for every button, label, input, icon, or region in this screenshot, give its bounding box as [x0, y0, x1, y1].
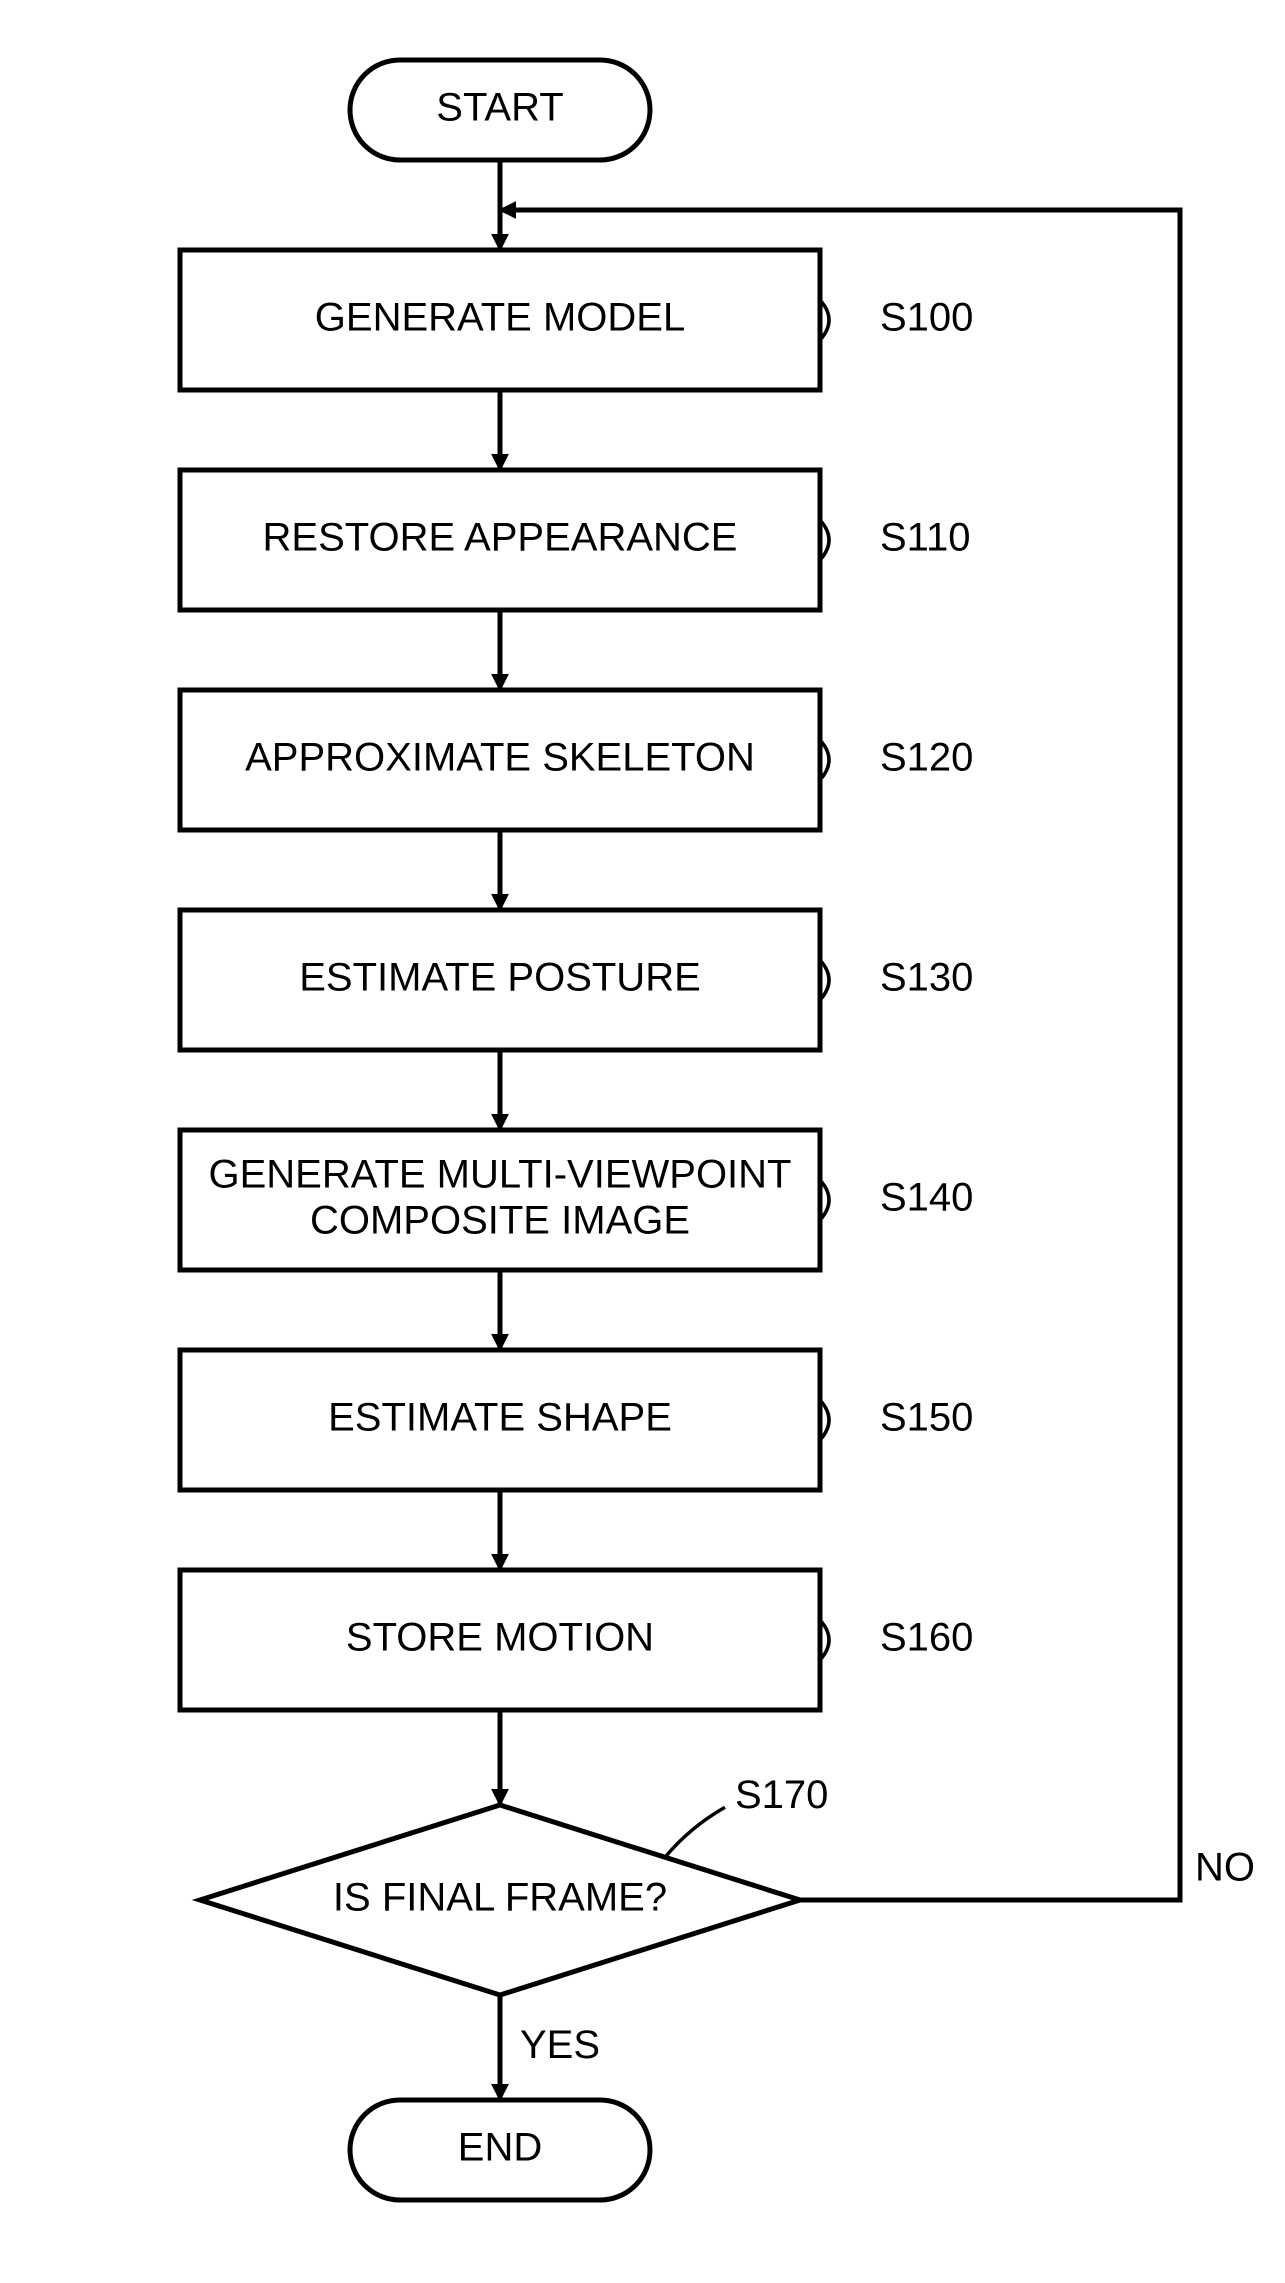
- process-s110-text-0: RESTORE APPEARANCE: [263, 516, 738, 560]
- step-label-s140: S140: [880, 1176, 973, 1220]
- step-label-s130: S130: [880, 956, 973, 1000]
- process-s140-text-1: COMPOSITE IMAGE: [310, 1199, 690, 1243]
- process-s130-text-0: ESTIMATE POSTURE: [299, 956, 701, 1000]
- flowchart: START GENERATE MODEL S100 RESTORE APPEARANC…: [0, 0, 1285, 2283]
- process-s140-text-0: GENERATE MULTI-VIEWPOINT: [209, 1153, 792, 1197]
- branch-label-yes: YES: [520, 2023, 600, 2067]
- process-s160-text-0: STORE MOTION: [346, 1616, 654, 1660]
- step-label-s110: S110: [880, 516, 970, 560]
- step-label-s100: S100: [880, 296, 973, 340]
- step-label-s160: S160: [880, 1616, 973, 1660]
- start-label: START: [436, 86, 563, 130]
- branch-label-no: NO: [1195, 1846, 1255, 1890]
- process-s120-text-0: APPROXIMATE SKELETON: [245, 736, 755, 780]
- step-label-s170: S170: [735, 1773, 828, 1817]
- label-leader-s170: [665, 1807, 725, 1857]
- process-s150-text-0: ESTIMATE SHAPE: [328, 1396, 672, 1440]
- step-label-s120: S120: [880, 736, 973, 780]
- process-s100-text-0: GENERATE MODEL: [315, 296, 685, 340]
- end-label: END: [458, 2126, 542, 2170]
- decision-s170-text: IS FINAL FRAME?: [333, 1876, 667, 1920]
- step-label-s150: S150: [880, 1396, 973, 1440]
